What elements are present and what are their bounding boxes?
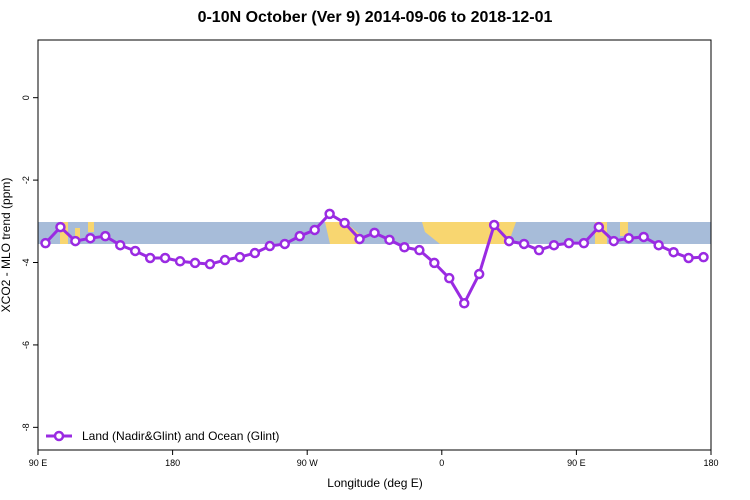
point [653, 239, 664, 251]
point [339, 217, 350, 229]
point [399, 242, 410, 253]
point [40, 237, 51, 249]
point [264, 240, 276, 252]
point [488, 219, 500, 231]
point [324, 208, 335, 220]
chart-title: 0-10N October (Ver 9) 2014-09-06 to 2018… [198, 9, 553, 26]
point [219, 254, 231, 266]
point [369, 227, 380, 239]
point [159, 252, 171, 264]
point [638, 231, 649, 243]
point [85, 232, 96, 244]
x-tick-label: 90 E [29, 458, 48, 468]
point [533, 244, 545, 256]
point [294, 230, 305, 242]
point [249, 247, 261, 259]
point [129, 245, 141, 257]
y-tick-label: -8 [21, 423, 31, 431]
plot-frame [37, 39, 712, 451]
point [518, 238, 530, 250]
x-tick-label: 90 W [297, 458, 319, 468]
land [620, 222, 628, 236]
point [444, 272, 455, 284]
point [384, 234, 395, 246]
y-axis-label: XCO2 - MLO trend (ppm) [0, 178, 13, 313]
point [668, 246, 679, 258]
point [414, 244, 425, 256]
point [309, 224, 320, 236]
point [174, 256, 186, 267]
point [234, 251, 246, 263]
point [698, 251, 709, 263]
point [429, 257, 440, 269]
legend-label: Land (Nadir&Glint) and Ocean (Glint) [82, 429, 279, 443]
point [548, 239, 560, 251]
point [503, 235, 515, 247]
land [60, 222, 68, 244]
point [279, 238, 291, 250]
point [593, 221, 605, 233]
point [189, 257, 201, 269]
point [608, 235, 620, 247]
point [55, 221, 66, 233]
x-tick-label: 180 [703, 458, 718, 468]
point [458, 298, 470, 309]
point [683, 252, 694, 264]
point [70, 235, 81, 247]
y-tick-label: -2 [21, 176, 31, 184]
land [75, 228, 80, 240]
y-tick-label: -4 [21, 259, 31, 267]
point [473, 268, 485, 280]
legend-marker [53, 430, 65, 442]
point [100, 230, 111, 242]
land [88, 222, 94, 232]
point [623, 232, 634, 244]
point [144, 252, 156, 264]
x-tick-label: 180 [165, 458, 180, 468]
x-tick-label: 0 [439, 458, 444, 468]
x-tick-label: 90 E [567, 458, 586, 468]
y-tick-label: -6 [21, 341, 31, 349]
point [578, 237, 590, 249]
y-tick-label: 0 [21, 95, 31, 100]
point [115, 239, 126, 251]
x-axis-label: Longitude (deg E) [327, 476, 422, 490]
point [204, 258, 216, 270]
point [563, 237, 575, 249]
point [354, 233, 365, 245]
land [325, 222, 362, 244]
